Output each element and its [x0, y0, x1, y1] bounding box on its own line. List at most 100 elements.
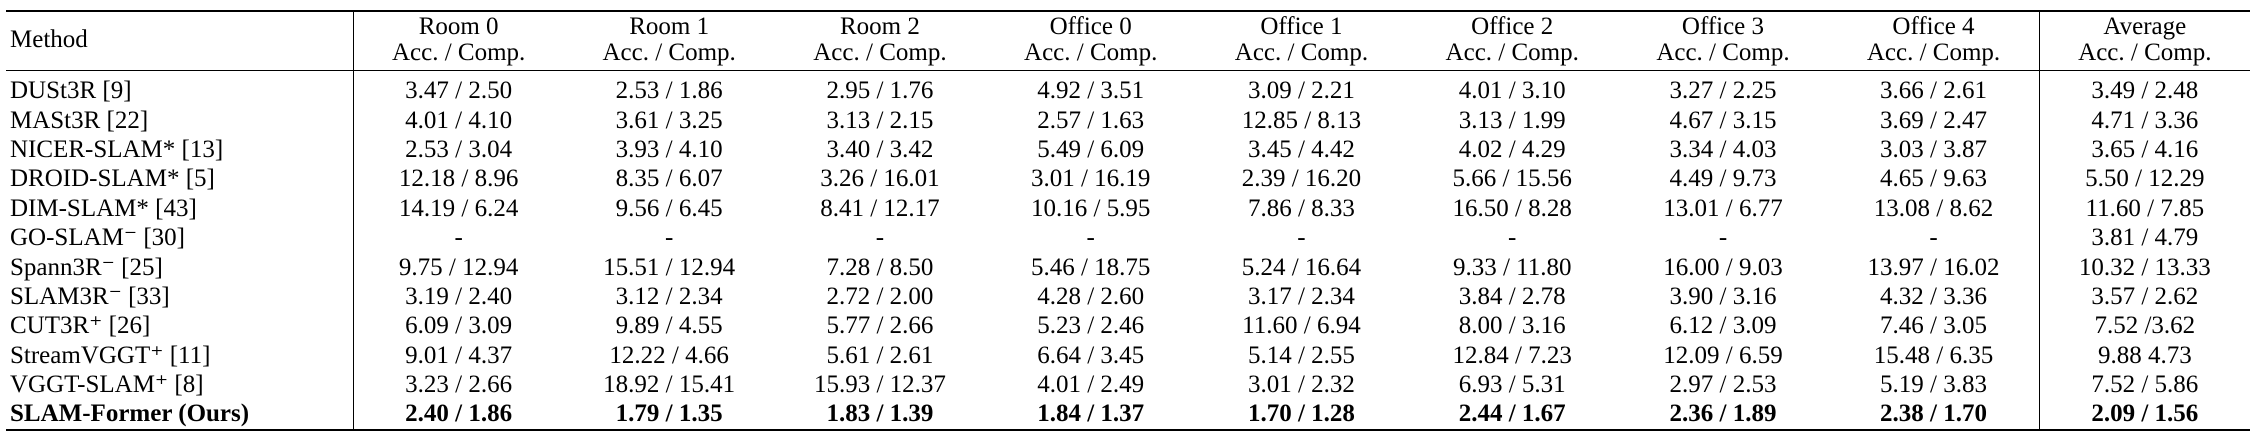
table-row: DIM-SLAM* [43] 14.19 / 6.24 9.56 / 6.45 8.4… [6, 193, 2250, 223]
metric-cell: 3.26 / 16.01 [820, 165, 940, 193]
metric-cell: 3.81 / 4.79 [2038, 222, 2250, 253]
metric-cell: 5.49 / 6.09 [1037, 135, 1145, 163]
metric-cell: 3.69 / 2.47 [1880, 106, 1987, 134]
table-row: SLAM3R⁻ [33] 3.19 / 2.40 3.12 / 2.34 2.72 /… [6, 281, 2250, 312]
metric-cell: 9.01 / 4.37 [405, 341, 513, 369]
metric-cell: 3.57 / 2.62 [2038, 281, 2250, 312]
column-name: Room 1 [629, 13, 710, 40]
table-row: NICER-SLAM* [13] 2.53 / 3.04 3.93 / 4.10 3.… [6, 134, 2250, 165]
metric-cell: 3.17 / 2.34 [1247, 282, 1355, 310]
method-cell: CUT3R⁺ [26] [6, 311, 354, 341]
metric-cell: 5.19 / 3.83 [1880, 371, 1987, 399]
table-row: DUSt3R [9] 3.47 / 2.50 2.53 / 1.86 2.95 / 1… [6, 70, 2250, 106]
method-cell: SLAM-Former (Ours) [6, 399, 354, 431]
metric-cell: 16.00 / 9.03 [1663, 253, 1783, 281]
metric-cell: 5.24 / 16.64 [1241, 253, 1362, 281]
metric-cell: 14.19 / 6.24 [398, 194, 519, 222]
metric-cell: 8.35 / 6.07 [615, 165, 723, 193]
metric-cell: 4.32 / 3.36 [1880, 282, 1987, 310]
metric-cell: 15.48 / 6.35 [1873, 341, 1994, 369]
metric-cell: 3.93 / 4.10 [615, 135, 723, 163]
table-row: VGGT-SLAM⁺ [8] 3.23 / 2.66 18.92 / 15.41 15… [6, 369, 2250, 400]
method-cell: MASt3R [22] [6, 105, 354, 135]
metric-cell: 5.66 / 15.56 [1452, 165, 1572, 193]
metric-cell: - [454, 224, 463, 252]
column-header: Office 4 Acc. / Comp. [1828, 10, 2040, 71]
metric-cell: - [1086, 224, 1095, 252]
metric-cell: 3.13 / 2.15 [826, 106, 934, 134]
metric-cell: 1.79 / 1.35 [563, 399, 775, 431]
metric-cell: 3.61 / 3.25 [615, 106, 723, 134]
column-header: Room 0 Acc. / Comp. [353, 10, 564, 71]
metric-cell: 3.12 / 2.34 [615, 282, 723, 310]
metric-cell: 16.50 / 8.28 [1452, 194, 1572, 222]
method-cell: VGGT-SLAM⁺ [8] [6, 369, 354, 400]
metric-cell: 13.08 / 8.62 [1873, 194, 1994, 222]
metric-cell: 10.16 / 5.95 [1030, 194, 1151, 222]
metric-cell: 7.52 /3.62 [2038, 311, 2250, 341]
metric-cell: - [1929, 224, 1938, 252]
metric-cell: 3.34 / 4.03 [1669, 135, 1777, 163]
metric-cell: 4.49 / 9.73 [1669, 165, 1777, 193]
metric-cell: 3.65 / 4.16 [2038, 134, 2250, 165]
metric-cell: 3.03 / 3.87 [1880, 135, 1987, 163]
metric-cell: 2.95 / 1.76 [826, 77, 934, 105]
metric-cell: 2.53 / 3.04 [405, 135, 513, 163]
column-name: Office 4 [1892, 13, 1975, 40]
metric-cell: 3.49 / 2.48 [2038, 70, 2250, 106]
metric-cell: 12.09 / 6.59 [1663, 341, 1783, 369]
table-row: DROID-SLAM* [5] 12.18 / 8.96 8.35 / 6.07 3.… [6, 164, 2250, 194]
metric-cell: 2.36 / 1.89 [1617, 399, 1829, 431]
column-metric: Acc. / Comp. [1866, 39, 2001, 66]
method-cell: DIM-SLAM* [43] [6, 193, 354, 223]
method-cell: SLAM3R⁻ [33] [6, 281, 354, 312]
column-header: Office 3 Acc. / Comp. [1617, 10, 1829, 71]
metric-cell: 2.09 / 1.56 [2038, 399, 2250, 431]
metric-cell: 11.60 / 7.85 [2038, 193, 2250, 223]
column-name: Office 0 [1049, 13, 1132, 40]
metric-cell: 12.84 / 7.23 [1452, 341, 1572, 369]
metric-cell: 5.50 / 12.29 [2038, 164, 2250, 194]
metric-cell: 3.40 / 3.42 [826, 135, 934, 163]
column-metric: Acc. / Comp. [2078, 39, 2212, 66]
column-name: Office 2 [1471, 13, 1554, 40]
column-name: Office 3 [1681, 13, 1765, 40]
metric-cell: 2.72 / 2.00 [826, 282, 934, 310]
method-cell: GO-SLAM⁻ [30] [6, 222, 354, 253]
metric-cell: 4.92 / 3.51 [1037, 77, 1145, 105]
metric-cell: 4.01 / 3.10 [1458, 77, 1566, 105]
column-metric: Acc. / Comp. [391, 39, 526, 66]
column-name: Room 0 [418, 13, 499, 40]
table-row: MASt3R [22] 4.01 / 4.10 3.61 / 3.25 3.13 / … [6, 105, 2250, 135]
column-header: Office 2 Acc. / Comp. [1406, 10, 1618, 71]
metric-cell: 9.88 4.73 [2038, 340, 2250, 370]
column-metric: Acc. / Comp. [1445, 39, 1579, 66]
column-metric: Acc. / Comp. [1234, 39, 1369, 66]
metric-cell: 1.83 / 1.39 [774, 399, 986, 431]
metric-cell: 8.41 / 12.17 [820, 194, 940, 222]
column-name: Average [2103, 13, 2187, 40]
metric-cell: 12.22 / 4.66 [609, 341, 729, 369]
metric-cell: 3.66 / 2.61 [1880, 77, 1987, 105]
metric-cell: 3.19 / 2.40 [405, 282, 513, 310]
column-header: Room 1 Acc. / Comp. [563, 10, 775, 71]
metric-cell: 2.97 / 2.53 [1669, 371, 1777, 399]
metric-cell: 2.57 / 1.63 [1037, 106, 1145, 134]
method-cell: NICER-SLAM* [13] [6, 134, 354, 165]
column-name: Room 2 [839, 13, 920, 40]
metric-cell: 3.90 / 3.16 [1669, 282, 1777, 310]
metric-cell: 3.27 / 2.25 [1669, 77, 1777, 105]
results-table: Method Room 0 Acc. / Comp. Room 1 Acc. / Com… [6, 10, 2250, 431]
metric-cell: 9.75 / 12.94 [398, 253, 519, 281]
metric-cell: 2.38 / 1.70 [1828, 399, 2040, 431]
metric-cell: 4.65 / 9.63 [1880, 165, 1987, 193]
metric-cell: 9.33 / 11.80 [1452, 253, 1572, 281]
metric-cell: 6.09 / 3.09 [405, 312, 513, 340]
table-row: StreamVGGT⁺ [11] 9.01 / 4.37 12.22 / 4.66 5… [6, 340, 2250, 370]
metric-cell: 6.12 / 3.09 [1669, 312, 1777, 340]
metric-cell: - [1297, 224, 1306, 252]
metric-cell: 3.13 / 1.99 [1458, 106, 1566, 134]
metric-cell: 4.02 / 4.29 [1458, 135, 1566, 163]
metric-cell: 1.84 / 1.37 [985, 399, 1197, 431]
metric-cell: 3.01 / 2.32 [1247, 371, 1355, 399]
